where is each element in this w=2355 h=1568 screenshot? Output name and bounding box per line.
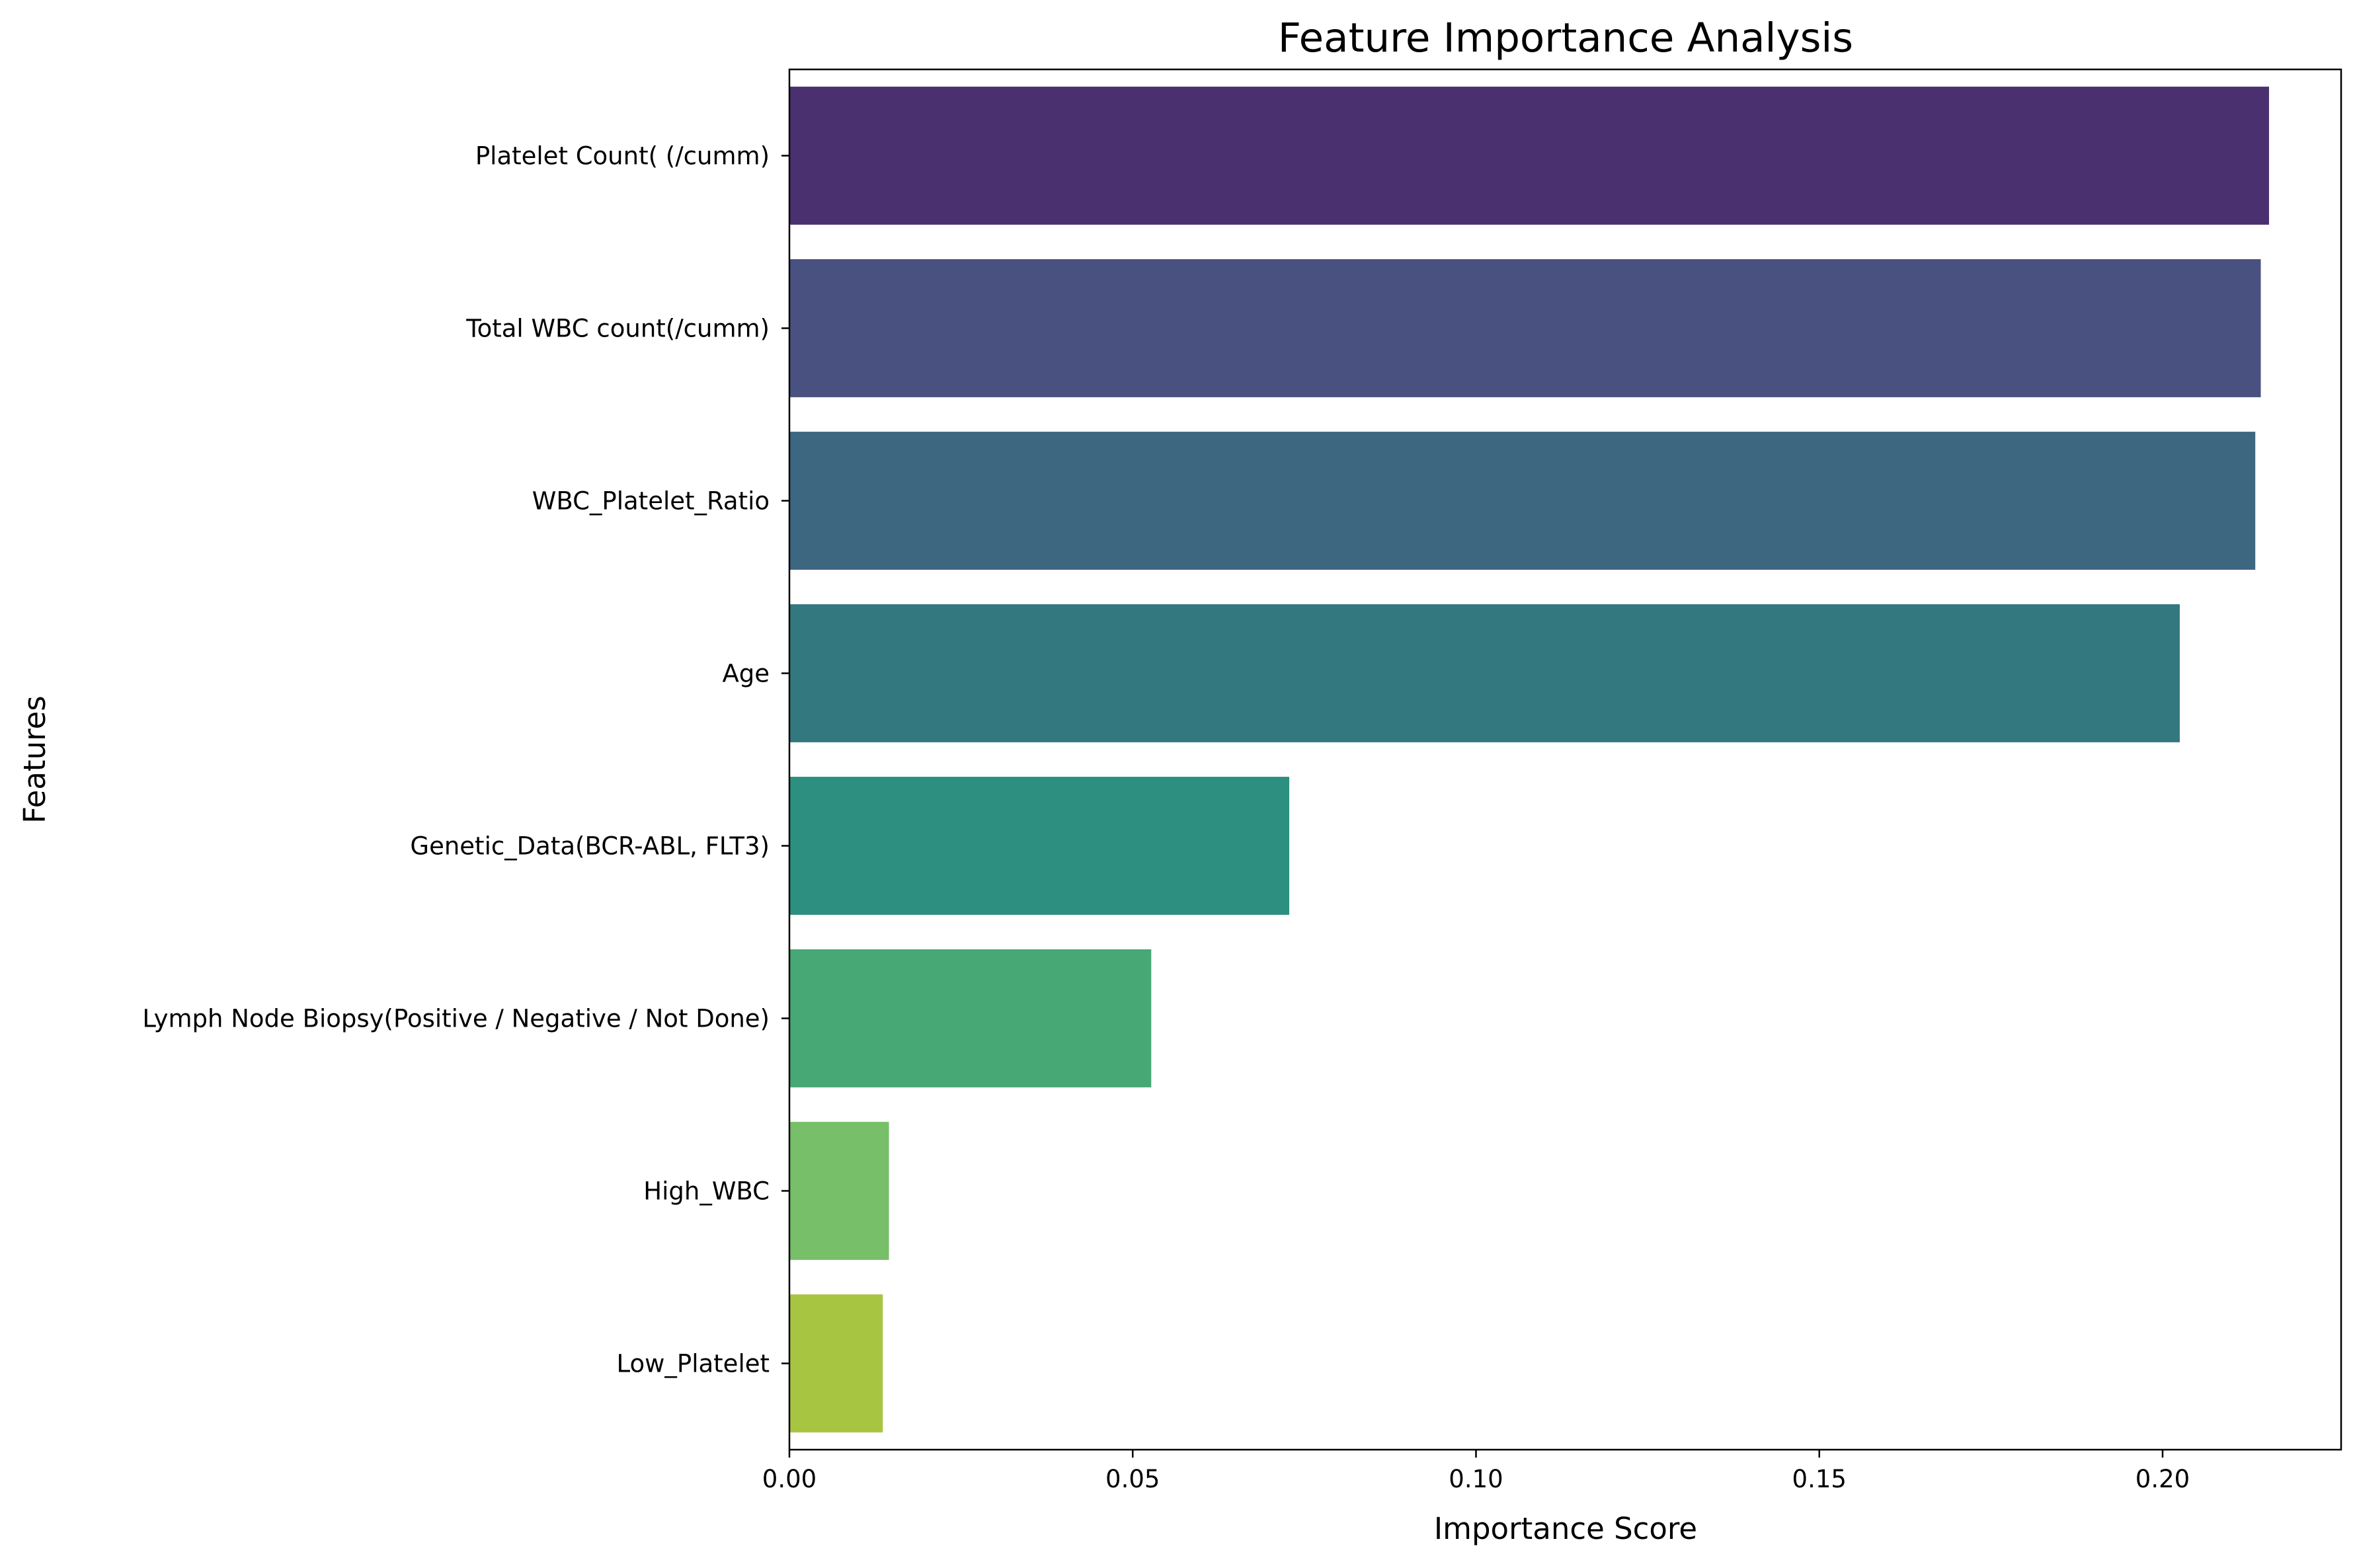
chart-title: Feature Importance Analysis — [1278, 15, 1853, 61]
bar — [789, 432, 2256, 570]
y-tick-label: WBC_Platelet_Ratio — [532, 487, 770, 516]
y-axis-ticks: Platelet Count( (/cumm) Total WBC count(/… — [142, 142, 789, 1378]
y-tick-label: High_WBC — [643, 1177, 770, 1206]
x-tick-label: 0.10 — [1449, 1465, 1503, 1493]
bar — [789, 604, 2180, 742]
y-axis-label: Features — [17, 695, 52, 824]
x-tick-label: 0.15 — [1792, 1465, 1847, 1493]
y-tick-label: Genetic_Data(BCR-ABL, FLT3) — [410, 832, 770, 861]
plot-frame — [788, 68, 2342, 1451]
bar — [789, 87, 2269, 225]
y-tick-label: Age — [722, 660, 770, 688]
bar — [789, 777, 1290, 915]
x-tick-label: 0.00 — [762, 1465, 817, 1493]
x-tick-label: 0.05 — [1105, 1465, 1160, 1493]
y-tick-label: Lymph Node Biopsy(Positive / Negative / … — [142, 1005, 770, 1033]
bar — [789, 259, 2261, 397]
y-tick-label: Platelet Count( (/cumm) — [475, 142, 770, 171]
y-tick-label: Low_Platelet — [617, 1350, 770, 1378]
bars-layer — [789, 87, 2269, 1432]
bar — [789, 1122, 889, 1260]
x-axis-ticks: 0.00 0.05 0.10 0.15 0.20 — [762, 1450, 2190, 1493]
y-tick-label: Total WBC count(/cumm) — [465, 315, 770, 343]
bar — [789, 1294, 883, 1432]
x-tick-label: 0.20 — [2135, 1465, 2190, 1493]
bar — [789, 949, 1152, 1087]
x-axis-label: Importance Score — [1434, 1511, 1697, 1546]
